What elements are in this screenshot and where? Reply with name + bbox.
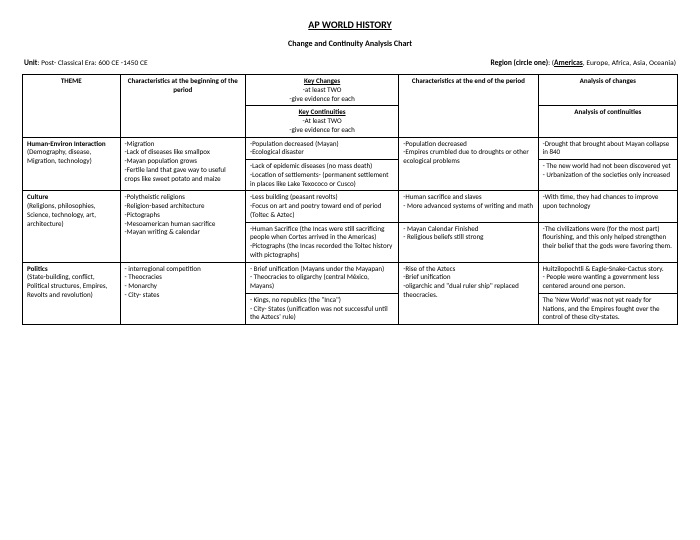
- table-row: Culture (Religions, philosophies, Scienc…: [23, 191, 678, 222]
- cell-anal-changes: -With time, they had chances to improve …: [538, 191, 677, 222]
- th-anal-changes: Analysis of changes: [538, 75, 677, 106]
- cell-changes: - Brief unification (Mayans under the Ma…: [245, 262, 398, 293]
- th-end: Characteristics at the end of the period: [399, 75, 538, 138]
- theme-heading: Politics: [27, 264, 48, 273]
- cell-theme: Human-Environ Interaction (Demography, d…: [23, 137, 121, 191]
- cell-begin: -Polytheistic religions -Religion-based …: [120, 191, 245, 262]
- meta-row: Unit: Post- Classical Era: 600 CE -1450 …: [22, 59, 678, 68]
- cell-continuities: -Lack of epidemic diseases (no mass deat…: [245, 160, 398, 191]
- region-selected: Americas: [554, 59, 583, 68]
- region-label: Region (circle one): [491, 59, 549, 68]
- theme-sub: (Religions, philosophies, Science, techn…: [27, 201, 96, 228]
- table-header-row: THEME Characteristics at the beginning o…: [23, 75, 678, 106]
- cell-begin: -Migration -Lack of diseases like smallp…: [120, 137, 245, 191]
- cell-begin: - interregional competition - Theocracie…: [120, 262, 245, 325]
- cell-end-2: - Mayan Calendar Finished - Religious be…: [399, 222, 538, 262]
- cell-anal-cont: - The new world had not been discovered …: [538, 160, 677, 191]
- unit-label: Unit: [24, 59, 37, 68]
- cell-end: -Population decreased -Empires crumbled …: [399, 137, 538, 191]
- cell-continuities: - Kings, no republics (the "Inca") - Cit…: [245, 293, 398, 324]
- cell-continuities: -Human Sacrifice (the Incas were still s…: [245, 222, 398, 262]
- cell-changes: -Population decreased (Mayan) -Ecologica…: [245, 137, 398, 160]
- cell-changes: -Less building (peasant revolts) -Focus …: [245, 191, 398, 222]
- cell-anal-cont: -The civilizations were (for the most pa…: [538, 222, 677, 262]
- theme-heading: Culture: [27, 192, 48, 201]
- th-anal-cont: Analysis of continuities: [538, 106, 677, 137]
- table-row: Politics (State-building, conflict, Poli…: [23, 262, 678, 293]
- th-begin: Characteristics at the beginning of the …: [120, 75, 245, 138]
- cell-theme: Culture (Religions, philosophies, Scienc…: [23, 191, 121, 262]
- cell-anal-changes: -Drought that brought about Mayan collap…: [538, 137, 677, 160]
- region-rest: , Europe, Africa, Asia, Oceania): [583, 59, 676, 68]
- cell-end: -Rise of the Aztecs -Brief unification -…: [399, 262, 538, 325]
- cell-anal-changes: Huitzilopochtli & Eagle-Snake-Cactus sto…: [538, 262, 677, 293]
- unit-value: : Post- Classical Era: 600 CE -1450 CE: [37, 59, 147, 68]
- cell-anal-cont: The 'New World' was not yet ready for Na…: [538, 293, 677, 324]
- region-block: Region (circle one): (Americas, Europe, …: [491, 59, 676, 68]
- cell-end: -Human sacrifice and slaves - More advan…: [399, 191, 538, 222]
- key-changes-sub2: -give evidence for each: [250, 95, 394, 104]
- th-key-cont: Key Continuities -At least TWO -give evi…: [245, 106, 398, 137]
- cell-theme: Politics (State-building, conflict, Poli…: [23, 262, 121, 325]
- table-row: Human-Environ Interaction (Demography, d…: [23, 137, 678, 160]
- theme-heading: Human-Environ Interaction: [27, 139, 106, 148]
- key-cont-sub2: -give evidence for each: [250, 126, 394, 135]
- th-key-changes: Key Changes -at least TWO -give evidence…: [245, 75, 398, 106]
- page-subtitle: Change and Continuity Analysis Chart: [22, 39, 678, 49]
- analysis-table: THEME Characteristics at the beginning o…: [22, 74, 678, 325]
- page-title: AP WORLD HISTORY: [22, 18, 678, 31]
- unit-block: Unit: Post- Classical Era: 600 CE -1450 …: [24, 59, 148, 68]
- th-theme: THEME: [23, 75, 121, 138]
- theme-sub: (State-building, conflict, Political str…: [27, 272, 107, 299]
- theme-sub: (Demography, disease, Migration, technol…: [27, 147, 92, 165]
